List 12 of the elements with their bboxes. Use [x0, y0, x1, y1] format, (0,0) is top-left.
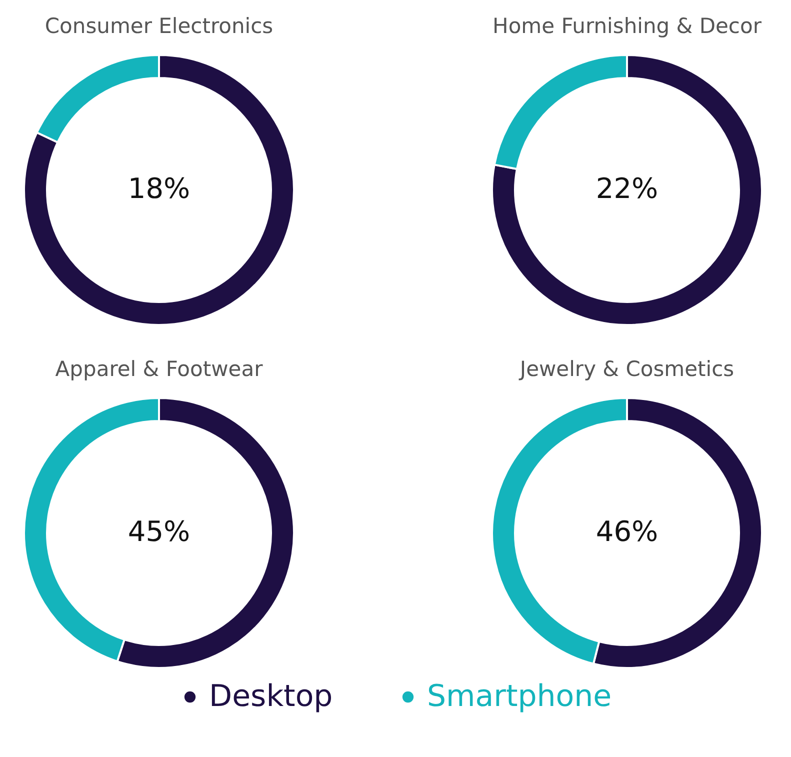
- chart-title: Apparel & Footwear: [55, 357, 264, 381]
- text: 45%: [128, 515, 190, 548]
- donut-slice: [491, 54, 763, 326]
- legend-label: Smartphone: [427, 679, 612, 714]
- legend-label: Desktop: [209, 679, 333, 714]
- donut-slice: [23, 54, 295, 326]
- text: 22%: [596, 172, 658, 205]
- chart-title: Consumer Electronics: [44, 14, 274, 38]
- text: 46%: [596, 515, 658, 548]
- chart-title: Home Furnishing & Decor: [492, 14, 762, 38]
- chart-title: Jewelry & Cosmetics: [518, 357, 734, 381]
- text: 18%: [128, 172, 190, 205]
